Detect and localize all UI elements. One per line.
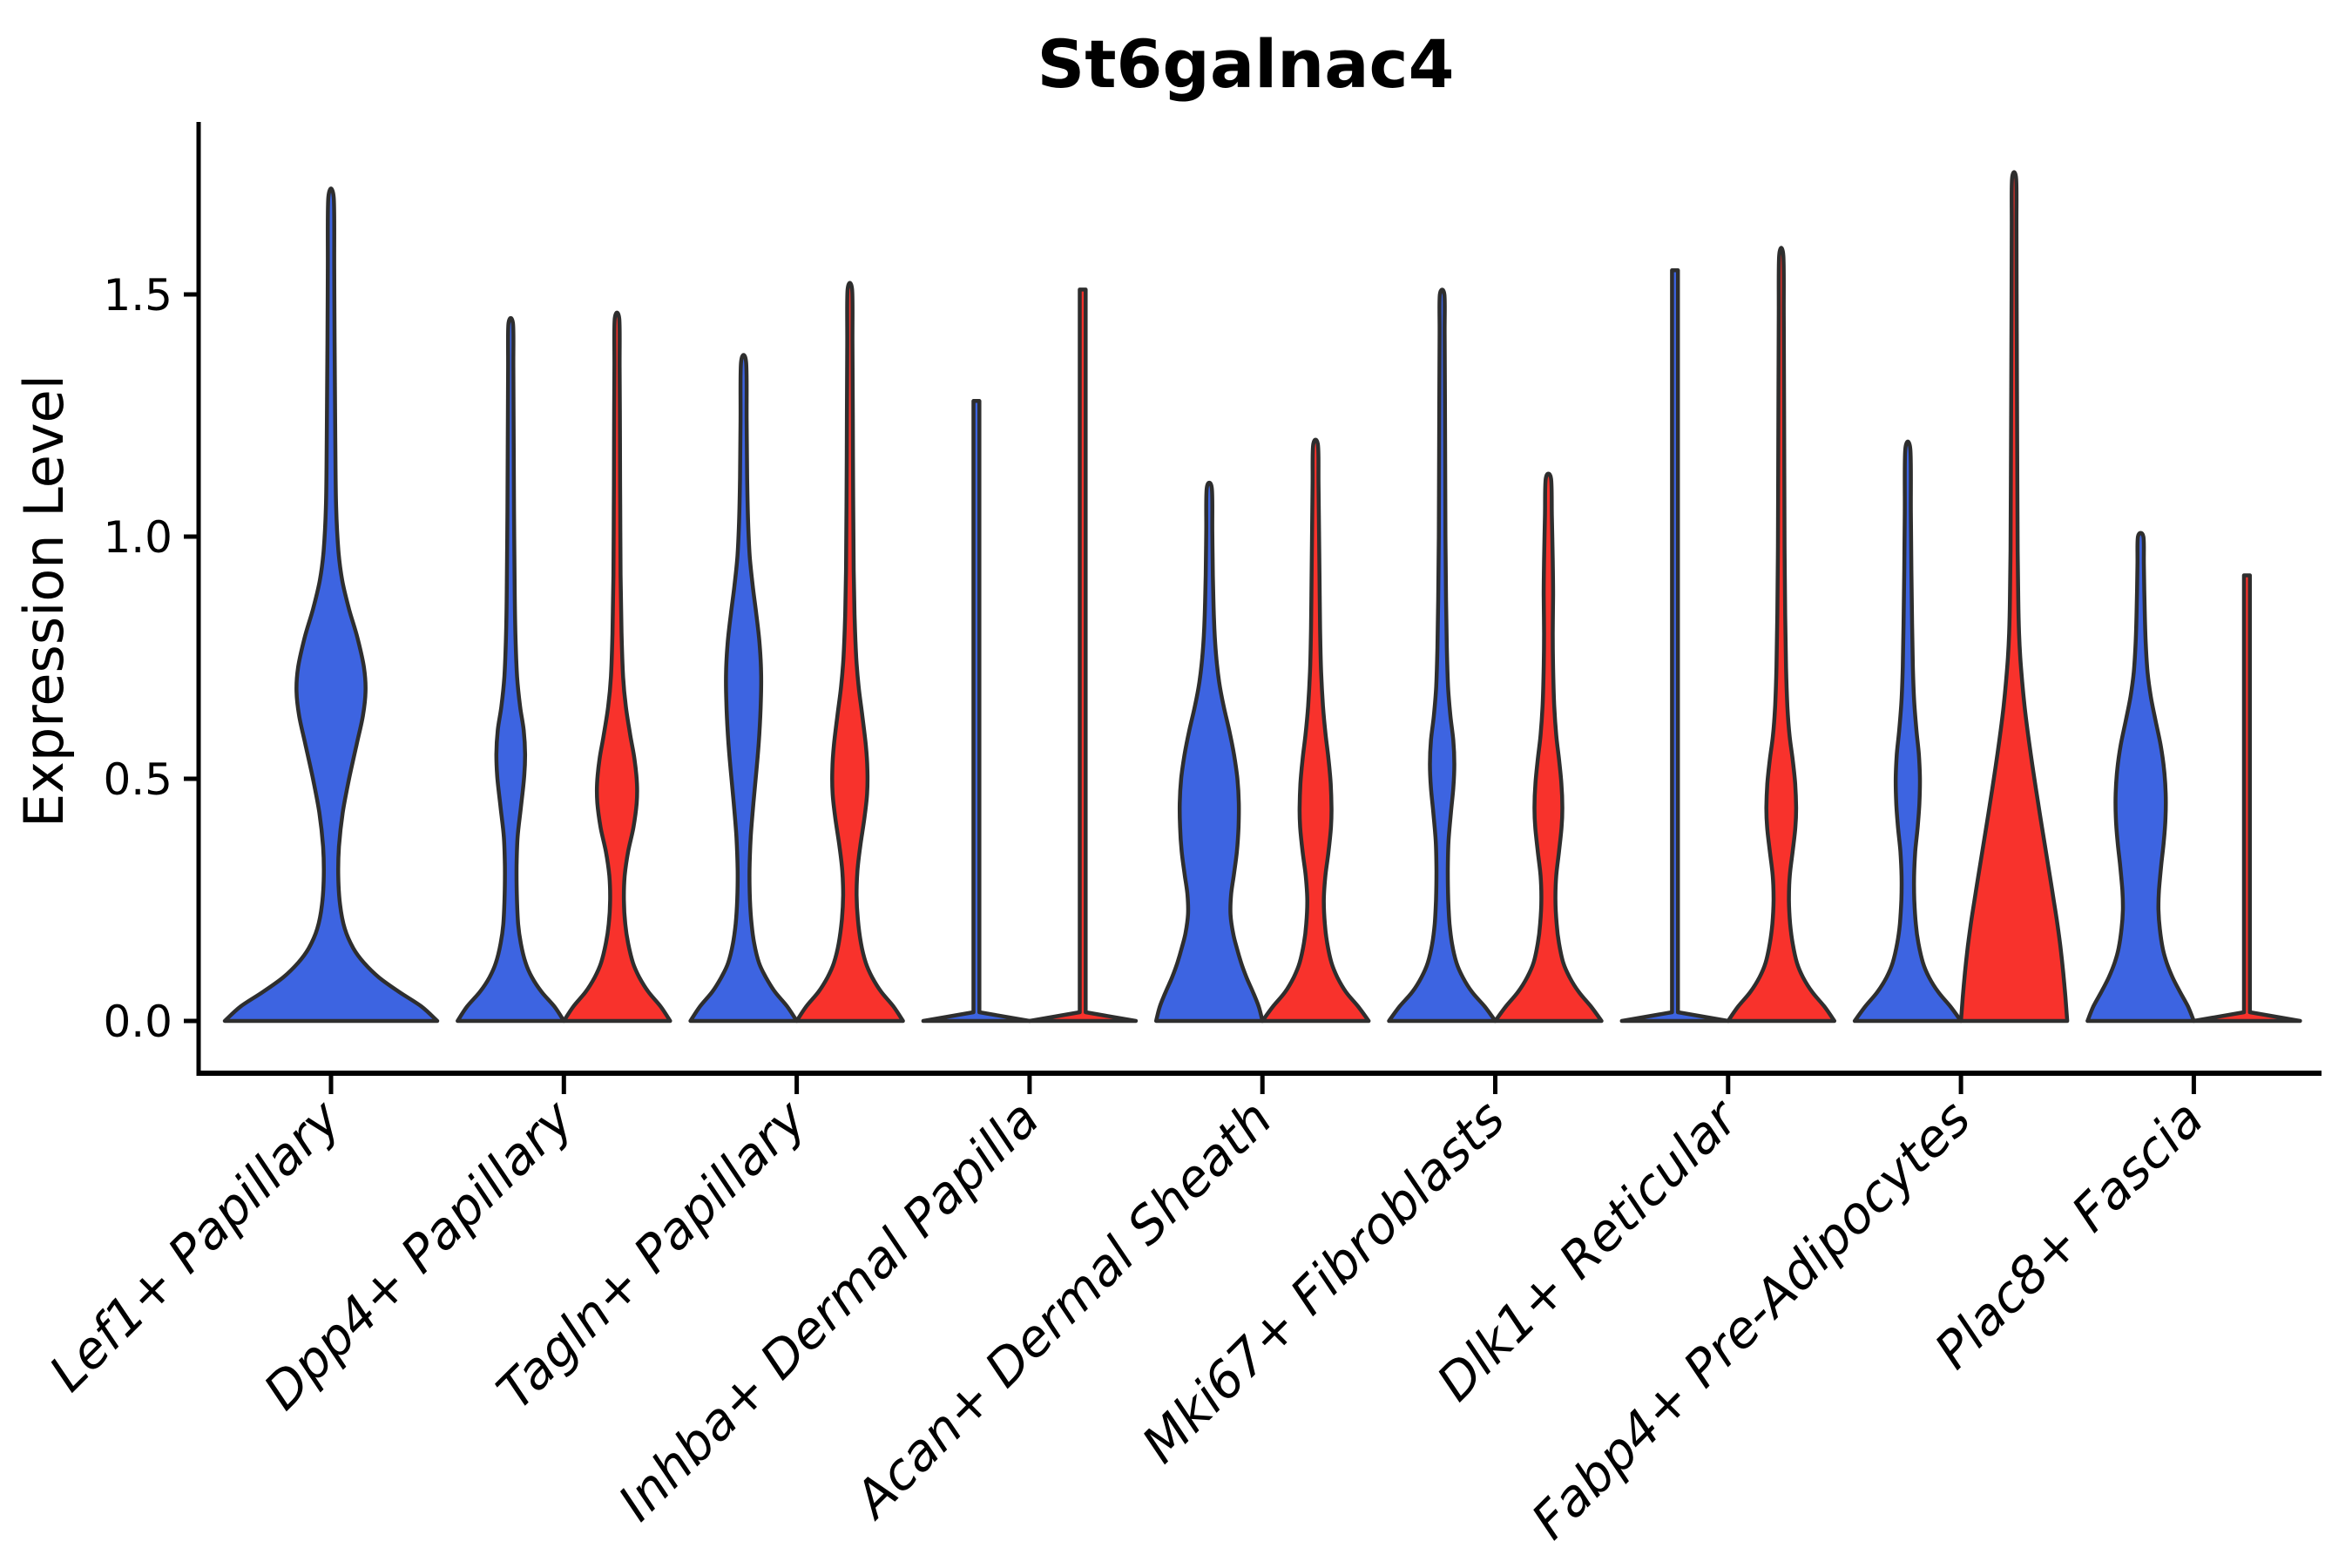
chart-title: St6galnac4 xyxy=(1037,25,1454,103)
violin-acan-dermal-sheath-blue xyxy=(1153,480,1265,1024)
violin-acan-dermal-sheath-red xyxy=(1260,437,1371,1024)
violin-tagln-papillary-red xyxy=(794,280,905,1024)
violin-dlk1-reticular-red xyxy=(1726,246,1837,1024)
axes xyxy=(184,122,2322,1094)
violin-dlk1-reticular-blue xyxy=(1619,267,1731,1024)
violin-lef1-papillary-blue xyxy=(222,186,440,1024)
violin-tagln-papillary-blue xyxy=(688,353,799,1024)
violin-fabp4-pre-adipocytes-red xyxy=(1958,170,2070,1024)
y-tick-label-1.0: 1.0 xyxy=(103,512,172,563)
violin-inhba-dermal-papilla-blue xyxy=(921,399,1032,1024)
violin-inhba-dermal-papilla-red xyxy=(1027,287,1139,1024)
y-tick-label-0.5: 0.5 xyxy=(103,754,172,805)
violin-plac8-fascia-blue xyxy=(2085,531,2196,1024)
violin-mki67-fibroblasts-blue xyxy=(1387,287,1497,1024)
y-tick-label-0.0: 0.0 xyxy=(103,997,172,1047)
y-tick-label-1.5: 1.5 xyxy=(103,270,172,321)
violin-dpp4-papillary-blue xyxy=(456,315,566,1024)
y-tick-labels: 0.0 0.5 1.0 1.5 xyxy=(103,270,172,1047)
violin-plac8-fascia-red xyxy=(2192,573,2302,1024)
violins xyxy=(222,170,2302,1024)
violin-dpp4-papillary-red xyxy=(562,310,672,1024)
violin-fabp4-pre-adipocytes-blue xyxy=(1852,439,1963,1024)
violin-mki67-fibroblasts-red xyxy=(1493,471,1604,1024)
y-axis-label: Expression Level xyxy=(12,375,76,828)
